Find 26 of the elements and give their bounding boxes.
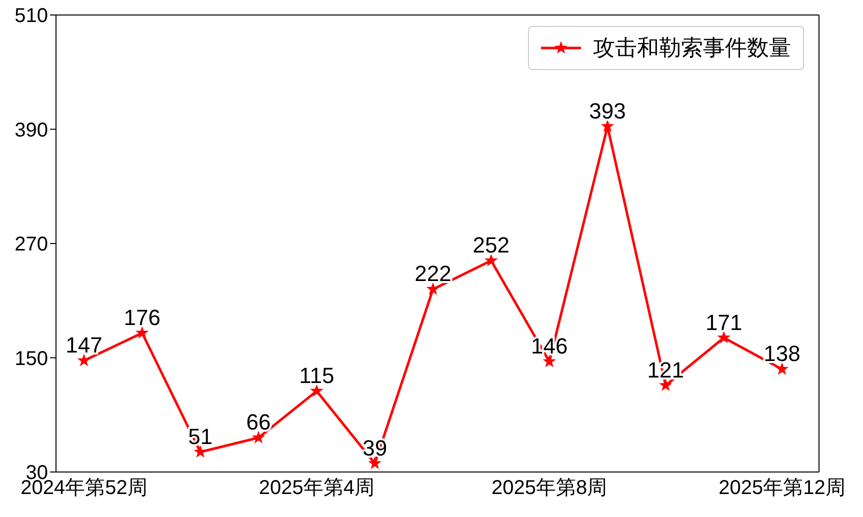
y-tick-label: 390: [14, 119, 48, 142]
x-tick-label: 2025年第4周: [258, 477, 374, 500]
point: [426, 282, 440, 295]
data-label: 147: [66, 332, 102, 358]
data-label: 138: [764, 341, 800, 366]
data-label: 393: [589, 98, 626, 124]
legend-label: 攻击和勒索事件数量: [593, 34, 791, 62]
point: [775, 362, 789, 375]
y-tick-label: 150: [14, 348, 48, 370]
data-label: 176: [124, 304, 161, 330]
data-label: 222: [414, 261, 452, 286]
y-tick-label: 270: [14, 234, 48, 256]
point: [252, 430, 266, 444]
data-label: 252: [472, 232, 510, 258]
x-tick-label: 2025年第12周: [718, 477, 846, 500]
x-tick-label: 2025年第8周: [492, 477, 608, 500]
point: [600, 119, 614, 132]
point: [77, 354, 91, 366]
point: [717, 330, 730, 344]
y-tick-label: 510: [14, 5, 48, 28]
data-label: 66: [246, 410, 271, 435]
point: [136, 326, 149, 339]
point: [310, 384, 324, 397]
data-label: 171: [705, 310, 742, 335]
data-label: 115: [299, 363, 334, 388]
point: [484, 254, 498, 266]
